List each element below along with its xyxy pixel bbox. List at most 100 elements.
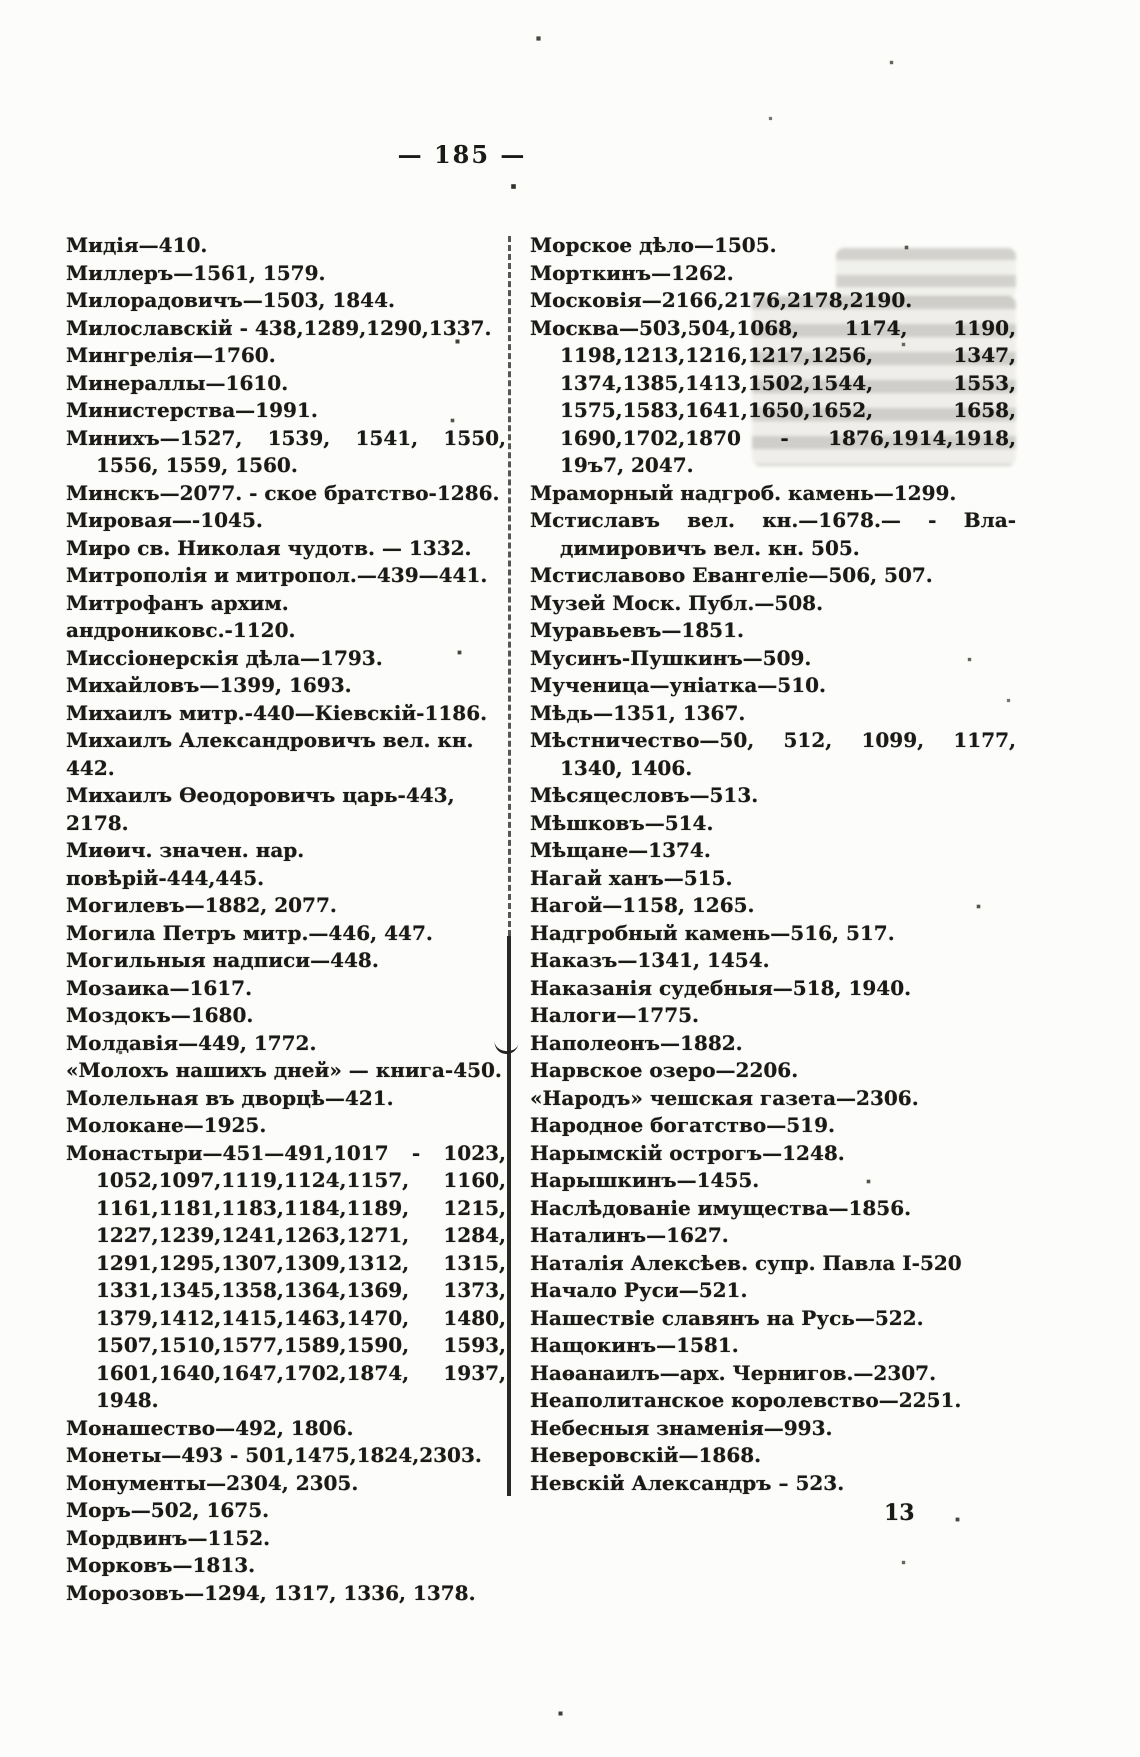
index-entry-line: Монеты—493 - 501,1475,1824,2303. bbox=[66, 1443, 482, 1467]
index-entry: «Молохъ нашихъ дней» — книга-450. bbox=[66, 1057, 506, 1085]
index-entry-line: Нарымскій острогъ—1248. bbox=[530, 1140, 845, 1165]
index-entry-line: Морское дѣло—1505. bbox=[530, 233, 777, 257]
scan-speckles bbox=[0, 0, 1, 1]
index-entry-line: Нагой—1158, 1265. bbox=[530, 893, 755, 917]
index-entry-line: Михаилъ Ѳеодоровичъ царь-443, 2178. bbox=[66, 783, 455, 835]
index-entry: Наказъ—1341, 1454. bbox=[530, 947, 1016, 975]
index-entry-line: Музей Моск. Публ.—508. bbox=[530, 590, 824, 615]
index-entry: Митрополія и митропол.—439—441. bbox=[66, 562, 506, 590]
index-entry-line: 1340, 1406. bbox=[560, 755, 693, 780]
index-entry: Неаполитанское королевство—2251. bbox=[530, 1387, 1016, 1415]
index-entry: Неверовскій—1868. bbox=[530, 1442, 1016, 1470]
index-entry-line: Морковъ—1813. bbox=[66, 1553, 256, 1577]
index-entry-line: Нагай ханъ—515. bbox=[530, 865, 733, 890]
index-entry-line: Митрофанъ архим. андрониковс.-1120. bbox=[66, 590, 296, 643]
index-entry: Молельная въ дворцѣ—421. bbox=[66, 1085, 506, 1113]
index-entry: Миллеръ—1561, 1579. bbox=[66, 260, 506, 288]
index-entry-line: Москва—503,504,1068, 1174, 1190, bbox=[530, 315, 1016, 340]
index-entry-line: Митрополія и митропол.—439—441. bbox=[66, 563, 488, 587]
page-header-number: — 185 — bbox=[397, 140, 527, 169]
index-entry-line: Мстиславово Евангеліе—506, 507. bbox=[530, 563, 933, 587]
index-entry-line: Мѣшковъ—514. bbox=[530, 810, 714, 835]
index-entry-line: Небесныя знаменія—993. bbox=[530, 1415, 833, 1440]
index-entry-line: 1374,1385,1413,1502,1544, 1553, bbox=[560, 370, 1016, 395]
index-entry-line: Морозовъ—1294, 1317, 1336, 1378. bbox=[66, 1580, 476, 1605]
index-entry-line: 1052,1097,1119,1124,1157, 1160, bbox=[96, 1168, 506, 1192]
index-entry-line: Миллеръ—1561, 1579. bbox=[66, 260, 326, 285]
index-entry-line: Мозаика—1617. bbox=[66, 975, 253, 1000]
index-entry-line: Миѳич. значен. нар. повѣрій-444,445. bbox=[66, 838, 305, 890]
index-entry-line: Мордвинъ—1152. bbox=[66, 1525, 271, 1550]
index-entry-line: Мѣдь—1351, 1367. bbox=[530, 700, 746, 725]
index-entry-line: Наталинъ—1627. bbox=[530, 1223, 729, 1247]
index-entry-line: Монастыри—451—491,1017 - 1023, bbox=[66, 1140, 506, 1165]
index-entry-line: Могила Петръ митр.—446, 447. bbox=[66, 920, 433, 945]
index-entry: Нашествіе славянъ на Русь—522. bbox=[530, 1305, 1016, 1333]
index-entry: Минераллы—1610. bbox=[66, 370, 506, 398]
index-entry-line: Министерства—1991. bbox=[66, 398, 318, 422]
index-entry-line: 1331,1345,1358,1364,1369, 1373, bbox=[96, 1278, 506, 1302]
index-entry-line: Мстиславъ вел. кн.—1678.— - Вла- bbox=[530, 508, 1016, 532]
index-entry-line: Миро св. Николая чудотв. — 1332. bbox=[66, 535, 472, 560]
index-entry: Мѣшковъ—514. bbox=[530, 810, 1016, 838]
index-entry: «Народъ» чешская газета—2306. bbox=[530, 1085, 1016, 1113]
index-entry: Московія—2166,2176,2178,2190. bbox=[530, 287, 1016, 315]
index-entry: Морозовъ—1294, 1317, 1336, 1378. bbox=[66, 1580, 506, 1608]
index-entry-line: 1556, 1559, 1560. bbox=[96, 453, 298, 477]
index-entry: Михайловъ—1399, 1693. bbox=[66, 672, 506, 700]
index-entry-line: Мѣстничество—50, 512, 1099, 1177, bbox=[530, 728, 1016, 752]
index-entry-line: Нашествіе славянъ на Русь—522. bbox=[530, 1305, 924, 1330]
index-entry: Мстиславово Евангеліе—506, 507. bbox=[530, 562, 1016, 590]
index-entry: Муравьевъ—1851. bbox=[530, 617, 1016, 645]
index-entry-line: «Народъ» чешская газета—2306. bbox=[530, 1085, 919, 1110]
index-entry-line: Молельная въ дворцѣ—421. bbox=[66, 1085, 394, 1110]
index-entry: Нагай ханъ—515. bbox=[530, 865, 1016, 893]
index-entry-line: Михаилъ Александровичъ вел. кн. 442. bbox=[66, 728, 474, 780]
index-entry-line: Молдавія—449, 1772. bbox=[66, 1030, 317, 1055]
index-entry-line: Моздокъ—1680. bbox=[66, 1003, 254, 1027]
index-entry-line: 1601,1640,1647,1702,1874, 1937, bbox=[96, 1360, 506, 1385]
index-entry: Монеты—493 - 501,1475,1824,2303. bbox=[66, 1442, 506, 1470]
index-entry-line: 1161,1181,1183,1184,1189, 1215, bbox=[96, 1195, 506, 1220]
index-entry: Нагой—1158, 1265. bbox=[530, 892, 1016, 920]
index-entry-line: Милославскій - 438,1289,1290,1337. bbox=[66, 315, 492, 340]
index-entry-line: Могилевъ—1882, 2077. bbox=[66, 893, 337, 917]
index-entry-line: Минихъ—1527, 1539, 1541, 1550, bbox=[66, 425, 506, 450]
index-entry-line: Народное богатство—519. bbox=[530, 1113, 835, 1137]
index-entry: Минихъ—1527, 1539, 1541, 1550, 1556, 1559… bbox=[66, 425, 506, 480]
index-entry-line: Моръ—502, 1675. bbox=[66, 1498, 270, 1522]
show-through-stain bbox=[836, 248, 1016, 298]
index-entry-line: Наказъ—1341, 1454. bbox=[530, 948, 770, 972]
index-entry-line: Наталія Алексѣев. супр. Павла I-520 bbox=[530, 1250, 962, 1275]
index-entry: Мингрелія—1760. bbox=[66, 342, 506, 370]
index-entry-line: Минераллы—1610. bbox=[66, 370, 289, 395]
index-entry-line: 1575,1583,1641,1650,1652, 1658, bbox=[560, 398, 1016, 422]
index-entry-line: Михаилъ митр.-440—Кіевскій-1186. bbox=[66, 700, 488, 725]
index-entry: Мѣсяцесловъ—513. bbox=[530, 782, 1016, 810]
index-entry-line: Московія—2166,2176,2178,2190. bbox=[530, 288, 913, 312]
index-entry: Наѳанаилъ—арх. Чернигов.—2307. bbox=[530, 1360, 1016, 1388]
index-entry: Министерства—1991. bbox=[66, 397, 506, 425]
index-entry-line: Мученица—уніатка—510. bbox=[530, 673, 827, 697]
index-entry-line: Надгробный камень—516, 517. bbox=[530, 920, 895, 945]
index-entry: Мѣщане—1374. bbox=[530, 837, 1016, 865]
index-entry: Мстиславъ вел. кн.—1678.— - Вла-димирови… bbox=[530, 507, 1016, 562]
index-entry: Нарышкинъ—1455. bbox=[530, 1167, 1016, 1195]
index-entry-line: 1379,1412,1415,1463,1470, 1480, bbox=[96, 1305, 506, 1330]
index-entry-line: Молокане—1925. bbox=[66, 1113, 267, 1137]
index-entry: Монументы—2304, 2305. bbox=[66, 1470, 506, 1498]
index-entry-line: Мраморный надгроб. камень—1299. bbox=[530, 480, 957, 505]
index-entry: Могила Петръ митр.—446, 447. bbox=[66, 920, 506, 948]
index-entry-line: 1690,1702,1870 - 1876,1914,1918, bbox=[560, 425, 1016, 450]
index-entry-line: Нащокинъ—1581. bbox=[530, 1333, 739, 1357]
index-entry: Михаилъ Ѳеодоровичъ царь-443, 2178. bbox=[66, 782, 506, 837]
index-entry-line: Налоги—1775. bbox=[530, 1003, 700, 1027]
index-entry: Начало Руси—521. bbox=[530, 1277, 1016, 1305]
index-entry: Молокане—1925. bbox=[66, 1112, 506, 1140]
index-entry: Могилевъ—1882, 2077. bbox=[66, 892, 506, 920]
index-entry: Миро св. Николая чудотв. — 1332. bbox=[66, 535, 506, 563]
index-entry-line: Мингрелія—1760. bbox=[66, 343, 276, 367]
index-entry: Монастыри—451—491,1017 - 1023, 1052,1097,… bbox=[66, 1140, 506, 1415]
column-divider-solid bbox=[507, 936, 511, 1496]
